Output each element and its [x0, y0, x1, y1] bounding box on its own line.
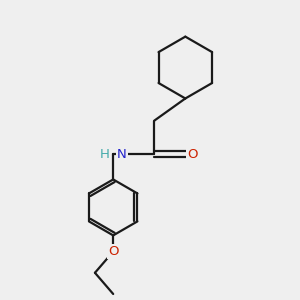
Text: N: N	[117, 148, 127, 161]
Text: O: O	[188, 148, 198, 161]
Text: O: O	[108, 245, 119, 258]
Text: H: H	[100, 148, 110, 161]
